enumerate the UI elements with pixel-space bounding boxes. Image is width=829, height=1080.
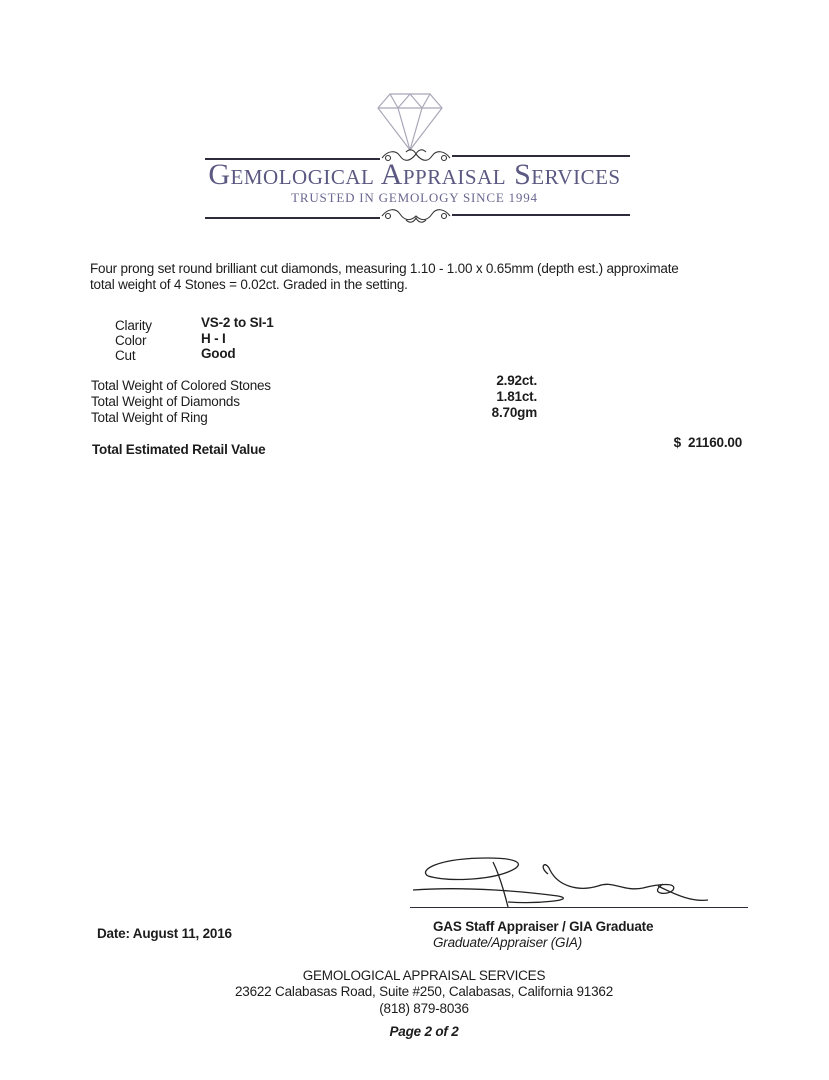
description-line-1: Four prong set round brilliant cut diamo… bbox=[90, 261, 679, 276]
logo-company-name: Gemological Appraisal Services bbox=[208, 158, 621, 191]
signer-title: GAS Staff Appraiser / GIA Graduate bbox=[433, 919, 654, 934]
logo-top-rule-right bbox=[452, 155, 630, 157]
total-retail-value: $ 21160.00 bbox=[673, 435, 743, 450]
logo-tagline: Trusted in Gemology Since 1994 bbox=[291, 190, 538, 205]
signature-line bbox=[410, 907, 748, 909]
logo-bottom-rule-left bbox=[205, 217, 380, 219]
weight-label-diamonds: Total Weight of Diamonds bbox=[91, 394, 240, 409]
page-number: Page 2 of 2 bbox=[389, 1024, 459, 1039]
weight-value-colored-stones: 2.92ct. bbox=[496, 373, 537, 388]
weight-value-ring: 8.70gm bbox=[491, 405, 538, 420]
flourish-ornament-icon bbox=[381, 209, 451, 223]
footer-phone: (818) 879-8036 bbox=[379, 1001, 469, 1016]
grading-label-clarity: Clarity bbox=[115, 318, 152, 333]
weight-value-diamonds: 1.81ct. bbox=[496, 389, 537, 404]
signature-image bbox=[412, 857, 708, 908]
grading-value-color: H - I bbox=[201, 331, 226, 346]
logo-top-rule-left bbox=[205, 158, 380, 160]
footer-address: 23622 Calabasas Road, Suite #250, Calaba… bbox=[234, 984, 614, 999]
grading-label-color: Color bbox=[115, 333, 147, 348]
footer-company: GEMOLOGICAL APPRAISAL SERVICES bbox=[302, 968, 546, 983]
grading-value-clarity: VS-2 to SI-1 bbox=[201, 315, 274, 330]
total-retail-value-label: Total Estimated Retail Value bbox=[92, 442, 266, 457]
appraisal-date: Date: August 11, 2016 bbox=[97, 926, 232, 941]
signer-subtitle: Graduate/Appraiser (GIA) bbox=[433, 935, 583, 950]
flourish-ornament-icon bbox=[381, 149, 451, 162]
description-line-2: total weight of 4 Stones = 0.02ct. Grade… bbox=[90, 277, 408, 292]
weight-label-colored-stones: Total Weight of Colored Stones bbox=[91, 378, 271, 393]
diamond-icon bbox=[377, 93, 443, 151]
weight-label-ring: Total Weight of Ring bbox=[91, 410, 208, 425]
logo-bottom-rule-right bbox=[452, 214, 630, 216]
grading-value-cut: Good bbox=[201, 346, 236, 361]
grading-label-cut: Cut bbox=[115, 348, 136, 363]
